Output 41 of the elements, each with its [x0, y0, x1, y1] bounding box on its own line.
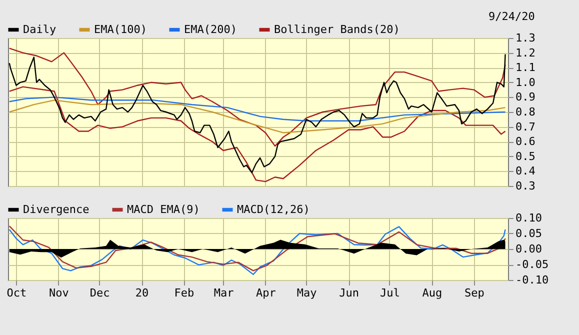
y-tick-label: 0.4: [516, 164, 536, 178]
x-tick-label: Sep: [464, 286, 484, 300]
legend-label: Bollinger Bands(20): [274, 22, 400, 36]
y-tick-label: 0.5: [516, 150, 536, 163]
x-tick-label: Jul: [380, 286, 400, 300]
legend-label: MACD(12,26): [237, 202, 310, 216]
x-tick-label: Dec: [90, 286, 110, 300]
x-tick-label: Aug: [422, 286, 442, 300]
text: 9/24/20: [488, 10, 535, 23]
y-tick-label: 1.3: [516, 32, 536, 44]
y-tick-label: -0.05: [516, 258, 549, 271]
legend-label: EMA(100): [94, 22, 147, 36]
x-tick-label: 20: [135, 286, 149, 300]
x-tick-label: Mar: [214, 286, 234, 300]
legend-label: MACD EMA(9): [127, 202, 200, 216]
y-tick-label: 0.7: [516, 120, 536, 134]
y-tick-label: 0.8: [516, 106, 536, 118]
x-tick-label: Nov: [48, 286, 70, 300]
legend-label: EMA(200): [184, 22, 237, 36]
line-series: [8, 48, 506, 147]
y-tick-label: 0.00: [516, 242, 542, 256]
y-tick-label: -0.10: [516, 274, 549, 286]
x-tick-label: Oct: [6, 286, 27, 300]
x-tick-label: Jun: [339, 286, 360, 300]
line-series: [8, 96, 506, 122]
x-tick-label: Feb: [174, 286, 194, 300]
y-tick-label: 0.9: [516, 90, 536, 104]
legend-label: Divergence: [23, 202, 90, 216]
y-tick-label: 1.2: [516, 46, 536, 60]
legend-label: Daily: [23, 22, 56, 36]
x-tick-label: May: [296, 286, 318, 300]
y-tick-label: 0.6: [516, 135, 536, 148]
y-tick-label: 1.0: [516, 76, 536, 89]
y-tick-label: 0.05: [516, 227, 542, 240]
y-tick-label: 0.10: [516, 212, 542, 224]
y-tick-label: 1.1: [516, 61, 536, 74]
line-series: [8, 100, 506, 134]
line-series: [8, 86, 506, 182]
y-tick-label: 0.3: [516, 180, 536, 192]
x-tick-label: Apr: [256, 286, 276, 300]
line-series: [8, 54, 506, 174]
